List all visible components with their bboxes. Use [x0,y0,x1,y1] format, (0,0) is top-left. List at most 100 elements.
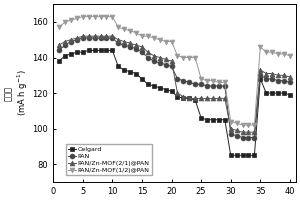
PAN/Zn-MOF(2/1)@PAN [87,35,91,37]
Celgard [288,94,292,96]
Celgard [188,97,191,100]
PAN/Zn-MOF(2/1)@PAN [69,39,73,41]
PAN [57,49,61,52]
PAN/Zn-MOF(2/1)@PAN [282,74,286,76]
PAN/Zn-MOF(1/2)@PAN [93,15,96,18]
PAN/Zn-MOF(2/1)@PAN [158,56,161,59]
PAN/Zn-MOF(1/2)@PAN [241,124,244,126]
PAN/Zn-MOF(1/2)@PAN [259,46,262,48]
PAN/Zn-MOF(2/1)@PAN [188,97,191,100]
Celgard [81,51,85,53]
Celgard [259,78,262,80]
PAN/Zn-MOF(1/2)@PAN [128,30,132,32]
Celgard [110,49,114,52]
PAN/Zn-MOF(1/2)@PAN [69,19,73,21]
PAN/Zn-MOF(2/1)@PAN [259,69,262,71]
PAN [247,136,250,139]
PAN [264,78,268,80]
PAN/Zn-MOF(1/2)@PAN [81,15,85,18]
PAN/Zn-MOF(2/1)@PAN [134,44,138,46]
Celgard [247,154,250,157]
Celgard [276,92,280,94]
Celgard [264,92,268,94]
PAN [270,78,274,80]
PAN/Zn-MOF(2/1)@PAN [128,42,132,44]
PAN [116,42,120,44]
PAN/Zn-MOF(1/2)@PAN [116,26,120,28]
PAN [158,62,161,64]
Celgard [235,154,238,157]
Celgard [63,55,67,57]
PAN/Zn-MOF(2/1)@PAN [211,97,215,100]
Celgard [105,49,108,52]
Celgard [99,49,102,52]
PAN/Zn-MOF(2/1)@PAN [164,58,167,60]
Celgard [128,71,132,73]
Celgard [69,53,73,55]
PAN [75,39,79,41]
PAN [217,85,221,87]
Celgard [140,78,144,80]
PAN/Zn-MOF(2/1)@PAN [199,97,203,100]
PAN [223,85,226,87]
Celgard [93,49,96,52]
PAN/Zn-MOF(2/1)@PAN [57,44,61,46]
PAN/Zn-MOF(2/1)@PAN [217,97,221,100]
Celgard [270,92,274,94]
Celgard [57,60,61,62]
PAN/Zn-MOF(1/2)@PAN [211,79,215,82]
PAN/Zn-MOF(1/2)@PAN [253,124,256,126]
PAN [110,37,114,39]
PAN/Zn-MOF(1/2)@PAN [158,39,161,41]
PAN/Zn-MOF(2/1)@PAN [105,35,108,37]
PAN/Zn-MOF(2/1)@PAN [122,40,126,43]
PAN/Zn-MOF(1/2)@PAN [63,21,67,23]
Y-axis label: 比容量
$(\mathrm{mA\ h\ g^{-1}})$: 比容量 $(\mathrm{mA\ h\ g^{-1}})$ [4,70,30,116]
PAN [87,37,91,39]
PAN/Zn-MOF(1/2)@PAN [194,56,197,59]
PAN [63,44,67,46]
PAN/Zn-MOF(1/2)@PAN [247,124,250,126]
PAN [182,79,185,82]
PAN/Zn-MOF(2/1)@PAN [63,40,67,43]
PAN/Zn-MOF(1/2)@PAN [122,28,126,30]
PAN/Zn-MOF(2/1)@PAN [110,35,114,37]
Celgard [205,119,209,121]
Celgard [194,99,197,101]
PAN/Zn-MOF(1/2)@PAN [134,31,138,34]
PAN [288,81,292,84]
PAN [128,46,132,48]
PAN [170,65,173,68]
PAN/Zn-MOF(1/2)@PAN [223,81,226,84]
Line: PAN: PAN [57,36,292,140]
PAN [188,81,191,84]
Celgard [223,119,226,121]
PAN/Zn-MOF(2/1)@PAN [81,35,85,37]
Celgard [170,90,173,92]
Legend: Celgard, PAN, PAN/Zn-MOF(2/1)@PAN, PAN/Zn-MOF(1/2)@PAN: Celgard, PAN, PAN/Zn-MOF(2/1)@PAN, PAN/Z… [66,144,152,175]
Celgard [211,119,215,121]
Celgard [229,154,232,157]
PAN [241,136,244,139]
PAN/Zn-MOF(2/1)@PAN [140,46,144,48]
PAN [140,51,144,53]
Celgard [282,92,286,94]
PAN/Zn-MOF(1/2)@PAN [288,55,292,57]
PAN [69,40,73,43]
PAN/Zn-MOF(2/1)@PAN [235,129,238,132]
PAN [194,83,197,85]
PAN/Zn-MOF(2/1)@PAN [93,35,96,37]
PAN/Zn-MOF(1/2)@PAN [75,17,79,20]
PAN [122,44,126,46]
Celgard [146,83,150,85]
PAN [134,47,138,50]
PAN [276,79,280,82]
PAN/Zn-MOF(2/1)@PAN [205,97,209,100]
PAN/Zn-MOF(2/1)@PAN [253,131,256,133]
PAN/Zn-MOF(2/1)@PAN [176,92,179,94]
PAN/Zn-MOF(2/1)@PAN [229,127,232,130]
PAN/Zn-MOF(1/2)@PAN [235,122,238,124]
Celgard [176,95,179,98]
Celgard [116,65,120,68]
PAN [99,37,102,39]
